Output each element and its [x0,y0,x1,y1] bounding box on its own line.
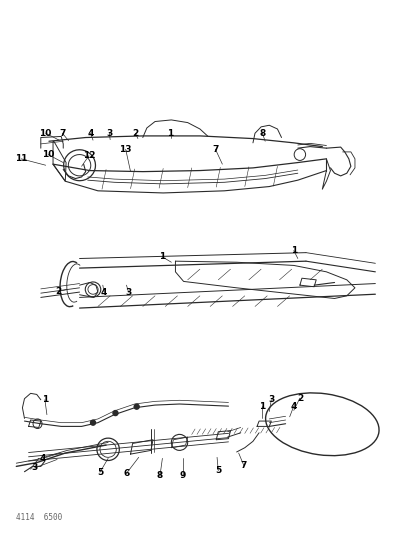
Text: 8: 8 [157,472,163,480]
Text: 6: 6 [123,469,130,478]
Text: 3: 3 [106,129,113,138]
Text: 12: 12 [83,151,95,160]
Text: 1: 1 [159,253,166,261]
Text: 8: 8 [259,129,266,138]
Text: 3: 3 [125,288,132,296]
Text: 7: 7 [59,129,66,138]
Text: 4: 4 [101,288,107,296]
Text: 4: 4 [40,454,46,463]
Text: 4: 4 [290,402,297,410]
Text: 3: 3 [268,395,275,404]
Text: 11: 11 [15,155,27,163]
Text: 9: 9 [180,471,186,480]
Text: 7: 7 [241,462,247,470]
Text: 1: 1 [290,246,297,255]
Text: 2: 2 [55,287,61,296]
Text: 4: 4 [87,129,94,138]
Text: 3: 3 [31,464,38,472]
Text: 4114  6500: 4114 6500 [16,513,62,521]
Text: 13: 13 [120,145,132,154]
Circle shape [134,404,139,409]
Text: 10: 10 [42,150,54,159]
Text: 1: 1 [42,395,48,404]
Text: 1: 1 [259,402,266,410]
Text: 7: 7 [212,145,219,154]
Text: 10: 10 [40,129,52,138]
Text: 1: 1 [167,129,174,138]
Text: 5: 5 [97,468,103,477]
Text: 2: 2 [132,129,139,138]
Circle shape [113,410,118,416]
Text: 2: 2 [297,394,303,402]
Circle shape [91,420,95,425]
Text: 5: 5 [215,466,222,475]
